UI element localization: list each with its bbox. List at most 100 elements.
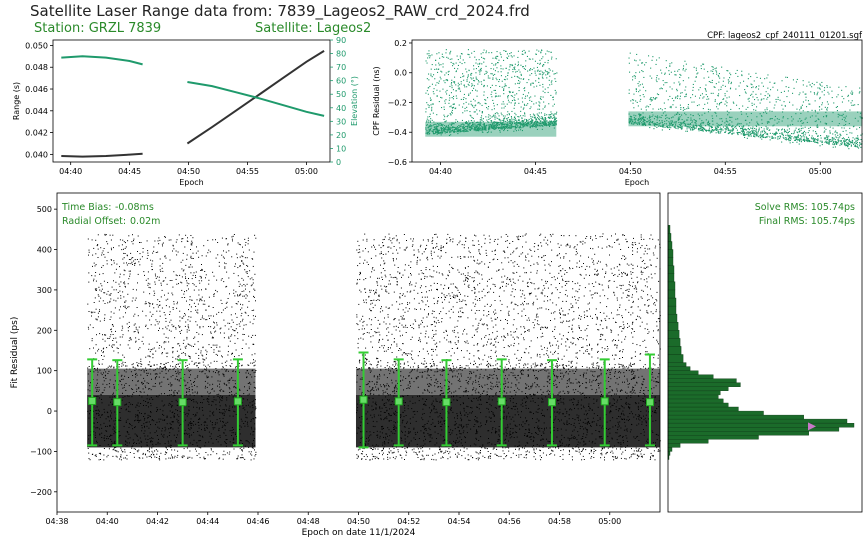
histogram-bar	[667, 418, 848, 424]
fit-dense-band	[87, 394, 256, 448]
y-tick-label: 300	[37, 286, 52, 295]
x-tick-label: 04:50	[619, 167, 642, 176]
cpf-file-label: CPF: lageos2_cpf_240111_01201.sgf	[707, 31, 862, 41]
x-tick-label: 04:50	[347, 517, 370, 526]
x-tick-label: 05:00	[295, 167, 318, 176]
chart-title: Satellite Laser Range data from: 7839_La…	[30, 2, 530, 20]
histogram-bar	[667, 354, 684, 363]
histogram-bar	[667, 439, 709, 444]
range-series-2	[61, 55, 143, 66]
solve-rms-label: Solve RMS: 105.74ps	[755, 202, 855, 213]
x-axis-label: Epoch	[179, 178, 204, 187]
normal-point-marker	[233, 397, 242, 406]
y-tick-label: 0	[47, 407, 52, 416]
histogram-bar	[667, 406, 739, 412]
histogram-bar	[667, 233, 672, 242]
histogram-bar	[667, 346, 682, 355]
histogram-frame	[667, 192, 863, 513]
histogram-bar	[667, 378, 737, 383]
y-axis-label: Range (s)	[12, 82, 21, 120]
range-series-1	[186, 50, 325, 145]
y-tick-label: 0.042	[25, 129, 48, 138]
radial-offset-label: Radial Offset:	[62, 216, 126, 227]
fit-upper-band	[355, 368, 660, 395]
histogram-bar	[667, 394, 719, 400]
fit-dense-band	[355, 394, 660, 448]
time-bias-value: -0.08ms	[115, 202, 154, 213]
normal-point-marker	[645, 398, 654, 407]
range-plot-frame	[52, 39, 331, 163]
cpf-points	[425, 49, 863, 150]
y2-tick-label: 50	[336, 90, 346, 99]
x-tick-label: 04:52	[397, 517, 420, 526]
histogram-bar	[667, 410, 764, 416]
y-tick-label: 400	[37, 246, 52, 255]
histogram-bar	[667, 313, 678, 323]
y2-tick-label: 40	[336, 104, 346, 113]
histogram-bar	[667, 414, 804, 420]
y2-tick-label: 80	[336, 50, 346, 59]
x-tick-label: 04:55	[714, 167, 737, 176]
histogram-bar	[667, 431, 810, 436]
y-tick-label: 0.050	[25, 41, 48, 50]
histogram-bar	[667, 273, 675, 283]
x-tick-label: 04:54	[447, 517, 470, 526]
y-tick-label: 0.040	[25, 150, 48, 159]
x-tick-label: 04:44	[196, 517, 219, 526]
histogram-bar	[667, 366, 691, 371]
x-tick-label: 04:38	[45, 517, 68, 526]
y-tick-label: −200	[30, 488, 52, 497]
histogram-bar	[667, 435, 759, 440]
y-tick-label: −0.2	[388, 98, 407, 107]
histogram-bar	[667, 281, 676, 291]
satellite-label: Satellite: Lageos2	[255, 21, 372, 36]
normal-point-marker	[497, 397, 506, 406]
y-tick-label: −0.4	[388, 128, 407, 137]
histogram-bar	[667, 423, 855, 428]
histogram-bar	[667, 427, 840, 432]
histogram-bar	[667, 330, 680, 339]
y2-tick-label: 60	[336, 77, 346, 86]
histogram-bar	[667, 305, 677, 315]
y-tick-label: −0.6	[388, 158, 407, 167]
histogram-bars	[667, 225, 855, 460]
normal-point-marker	[178, 398, 187, 407]
y-tick-label: 0.2	[394, 39, 407, 48]
y-tick-label: 0.046	[25, 85, 48, 94]
x-tick-label: 04:45	[524, 167, 547, 176]
x-tick-label: 04:50	[177, 167, 200, 176]
y2-tick-label: 20	[336, 131, 346, 140]
y2-tick-label: 90	[336, 36, 346, 45]
histogram-bar	[667, 382, 741, 387]
histogram-bar	[667, 241, 673, 250]
fit-upper-band	[87, 368, 256, 395]
x-axis-label: Epoch on date 11/1/2024	[302, 528, 416, 538]
cpf-dense-band	[628, 111, 862, 127]
y-tick-label: 0.048	[25, 63, 48, 72]
normal-point-marker	[394, 397, 403, 406]
x-tick-label: 04:42	[146, 517, 169, 526]
histogram-peak-marker	[808, 422, 816, 431]
normal-point-marker	[88, 396, 97, 405]
y-tick-label: 0.0	[394, 69, 407, 78]
y-tick-label: 200	[37, 326, 52, 335]
x-tick-label: 04:40	[59, 167, 82, 176]
histogram-bar	[667, 265, 675, 275]
histogram-bar	[667, 289, 676, 299]
y-tick-label: 0.044	[25, 107, 48, 116]
y-tick-label: 500	[37, 205, 52, 214]
histogram-bar	[667, 338, 681, 347]
normal-point-marker	[442, 398, 451, 407]
histogram-bar	[667, 370, 699, 375]
x-axis-label: Epoch	[625, 178, 650, 187]
cpf-dense-band	[425, 121, 557, 137]
y2-tick-label: 70	[336, 63, 346, 72]
histogram-bar	[667, 386, 729, 391]
normal-point-marker	[359, 395, 368, 404]
time-bias-label: Time Bias:	[61, 202, 111, 213]
histogram-bar	[667, 322, 679, 331]
x-tick-label: 04:56	[498, 517, 521, 526]
x-tick-label: 04:55	[236, 167, 259, 176]
normal-point-marker	[113, 398, 122, 407]
